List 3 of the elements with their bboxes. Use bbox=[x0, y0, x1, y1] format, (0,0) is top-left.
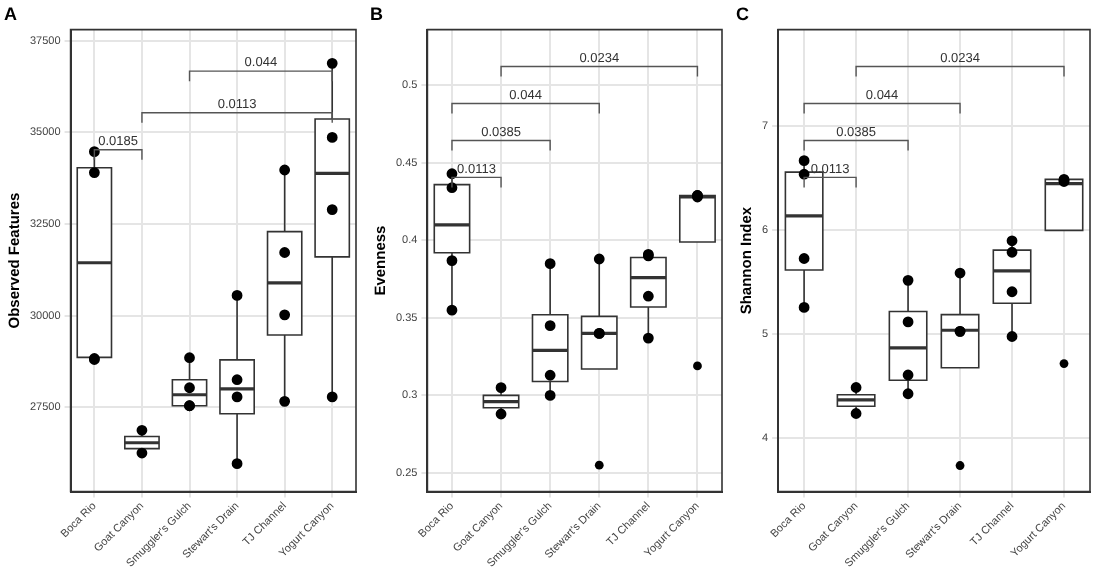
chart-title: A bbox=[4, 3, 18, 24]
chart-title: C bbox=[736, 3, 750, 24]
chart-title: B bbox=[370, 3, 384, 24]
